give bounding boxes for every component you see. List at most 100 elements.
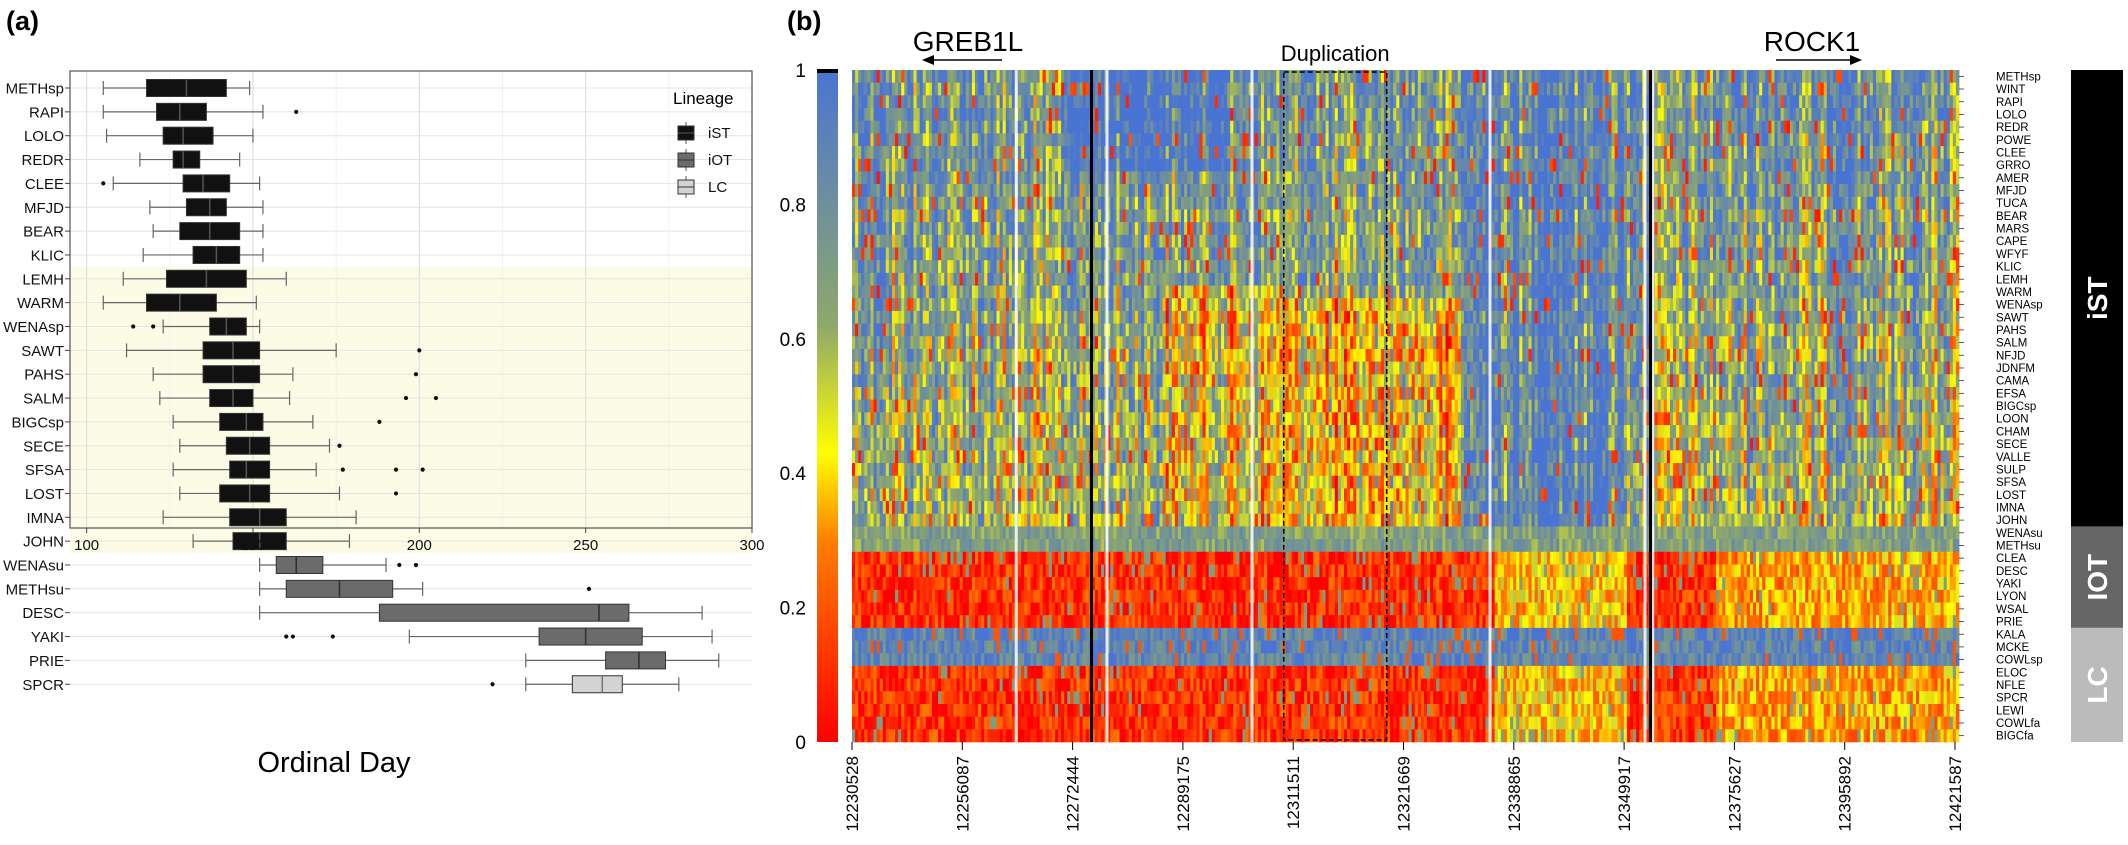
heatmap-cell [1414,133,1419,147]
heatmap-cell [1928,133,1932,147]
heatmap-cell [1107,196,1111,210]
heatmap-cell [1903,95,1908,109]
heatmap-cell [1125,209,1130,223]
heatmap-cell [1482,196,1486,210]
heatmap-cell [907,184,911,198]
heatmap-cell [1494,222,1499,236]
heatmap-cell [1777,209,1782,223]
heatmap-cell [1054,70,1059,83]
heatmap-cell [1553,95,1557,109]
heatmap-cell [1331,158,1336,172]
heatmap-cell [1943,196,1948,210]
heatmap-cell [1344,120,1348,134]
heatmap-cell [1534,196,1539,210]
heatmap-cell [1682,196,1686,210]
heatmap-cell [1931,184,1935,198]
heatmap-cell [1134,82,1139,96]
heatmap-cell [922,70,927,83]
heatmap-cell [1162,120,1167,134]
heatmap-cell [1639,196,1643,210]
heatmap-cell [1328,82,1333,96]
heatmap-cell [1045,158,1050,172]
heatmap-cell [1371,120,1376,134]
heatmap-cell [1654,146,1659,160]
heatmap-cell [935,158,939,172]
heatmap-cell [1190,209,1194,223]
heatmap-cell [1657,146,1662,160]
heatmap-cell [1734,146,1739,160]
heatmap-cell [876,196,881,210]
heatmap-cell [1940,158,1945,172]
heatmap-cell [1919,158,1923,172]
heatmap-cell [882,70,887,83]
heatmap-cell [1574,158,1579,172]
heatmap-cell [1593,146,1597,160]
heatmap-cell [1276,95,1280,109]
heatmap-cell [1869,222,1874,236]
heatmap-cell [1291,171,1296,185]
heatmap-cell [1725,196,1729,210]
heatmap-cell [919,222,924,236]
heatmap-cell [1586,108,1591,122]
heatmap-cell [1260,133,1265,147]
heatmap-cell [1181,120,1185,134]
heatmap-cell [1393,209,1397,223]
heatmap-cell [1224,196,1228,210]
heatmap-cell [1405,222,1409,236]
heatmap-cell [1245,95,1250,109]
heatmap-cell [1676,146,1680,160]
heatmap-cell [1181,158,1185,172]
heatmap-cell [1205,196,1210,210]
heatmap-cell [1224,70,1228,83]
heatmap-cell [1224,171,1228,185]
heatmap-cell [1233,82,1237,96]
heatmap-cell [1894,209,1898,223]
heatmap-cell [1676,184,1680,198]
heatmap-cell [1768,209,1772,223]
heatmap-cell [1571,108,1576,122]
heatmap-cell [1494,70,1499,83]
heatmap-cell [1279,82,1283,96]
heatmap-cell [1457,209,1462,223]
heatmap-cell [1894,222,1898,236]
heatmap-cell [1703,108,1708,122]
heatmap-cell [947,82,951,96]
heatmap-cell [1891,158,1895,172]
heatmap-cell [1762,108,1766,122]
colorbar-tick-label: 0.8 [780,195,806,216]
heatmap-cell [1943,95,1948,109]
heatmap-cell [1165,222,1170,236]
heatmap-cell [1780,70,1785,83]
heatmap-cell [950,108,954,122]
heatmap-cell [910,82,914,96]
heatmap-cell [1390,222,1394,236]
heatmap-cell [891,184,896,198]
heatmap-cell [1233,70,1237,83]
heatmap-cell [1860,95,1865,109]
heatmap-cell [1408,95,1413,109]
heatmap-cell [1230,222,1234,236]
heatmap-cell [1879,158,1883,172]
heatmap-cell [1205,222,1210,236]
heatmap-cell [1645,171,1649,185]
heatmap-cell [1011,70,1016,83]
y-tick-label: LOLO [24,128,64,145]
heatmap-cell [1365,95,1370,109]
heatmap-cell [1771,70,1775,83]
heatmap-cell [1577,158,1582,172]
heatmap-cell [981,222,985,236]
heatmap-cell [1051,70,1056,83]
heatmap-cell [1411,120,1416,134]
heatmap-cell [1393,95,1397,109]
heatmap-cell [1067,95,1071,109]
heatmap-cell [1214,95,1219,109]
heatmap-cell [965,184,970,198]
heatmap-cell [1064,133,1068,147]
heatmap-cell [910,209,914,223]
heatmap-cell [1094,120,1099,134]
heatmap-cell [1808,108,1812,122]
heatmap-cell [867,133,871,147]
heatmap-cell [1891,133,1895,147]
heatmap-cell [922,108,927,122]
heatmap-cell [1005,120,1010,134]
